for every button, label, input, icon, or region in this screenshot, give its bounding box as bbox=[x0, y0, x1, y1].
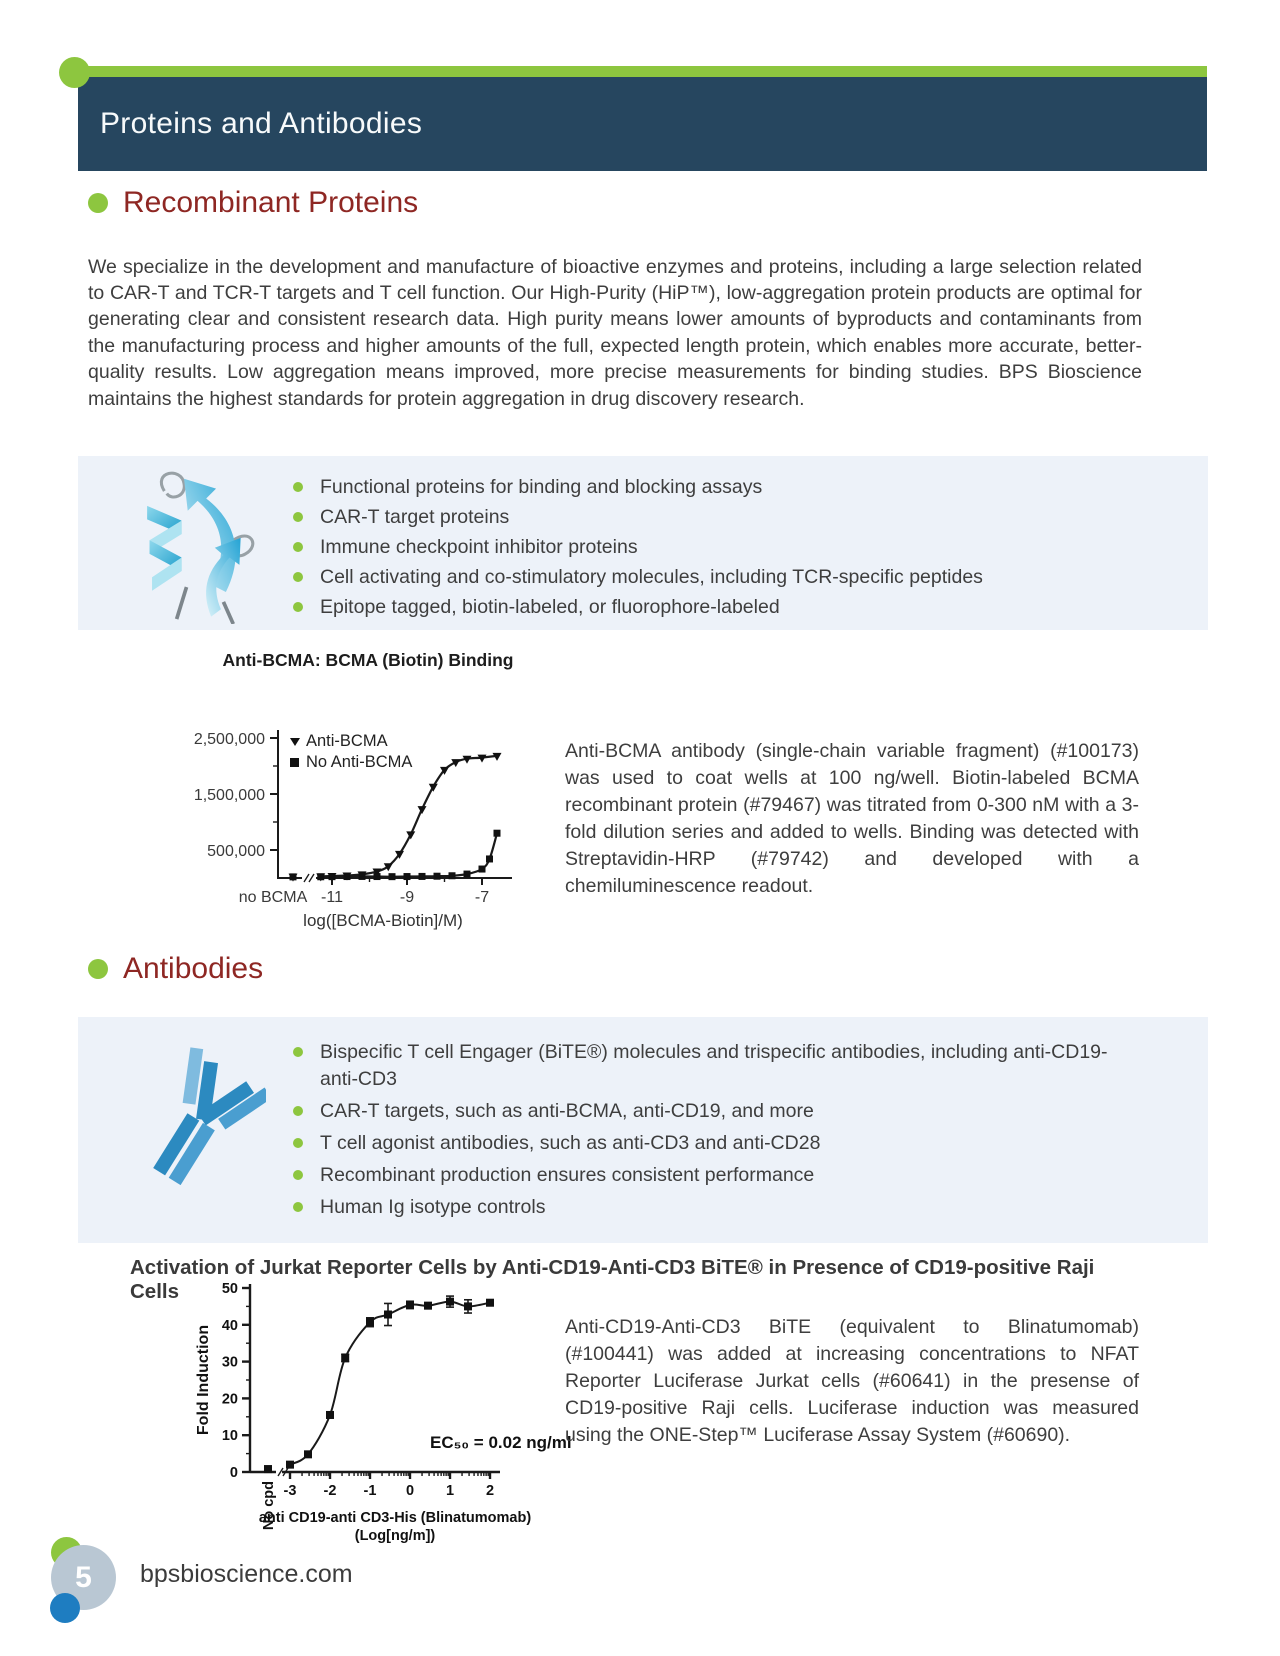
green-bullet-icon bbox=[88, 959, 108, 979]
svg-text:1: 1 bbox=[446, 1483, 454, 1499]
svg-text:2: 2 bbox=[486, 1483, 494, 1499]
svg-text:Anti-BCMA: BCMA (Biotin) Bindi: Anti-BCMA: BCMA (Biotin) Binding bbox=[223, 650, 514, 670]
svg-text:30: 30 bbox=[222, 1355, 238, 1371]
page-number: 5 bbox=[75, 1560, 92, 1594]
svg-text:40: 40 bbox=[222, 1318, 238, 1334]
svg-text:-1: -1 bbox=[364, 1483, 377, 1499]
bullet-dot-icon bbox=[293, 542, 303, 552]
svg-text:0: 0 bbox=[406, 1483, 414, 1499]
list-item: CAR-T target proteins bbox=[293, 504, 983, 531]
bullet-dot-icon bbox=[293, 1202, 303, 1212]
svg-text:500,000: 500,000 bbox=[207, 843, 265, 860]
antibody-icon bbox=[126, 1035, 272, 1230]
antibodies-bullet-list: Bispecific T cell Engager (BiTE®) molecu… bbox=[293, 1039, 1123, 1226]
bullet-dot-icon bbox=[293, 512, 303, 522]
antibodies-highlights-panel: Bispecific T cell Engager (BiTE®) molecu… bbox=[78, 1017, 1208, 1243]
svg-text:20: 20 bbox=[222, 1391, 238, 1407]
section-heading-recombinant-proteins: Recombinant Proteins bbox=[88, 186, 418, 220]
svg-text:50: 50 bbox=[222, 1281, 238, 1297]
svg-text:0: 0 bbox=[230, 1465, 238, 1481]
recombinant-bullet-list: Functional proteins for binding and bloc… bbox=[293, 474, 983, 624]
header-accent-bar bbox=[70, 66, 1207, 77]
jurkat-figure-title: Activation of Jurkat Reporter Cells by A… bbox=[130, 1256, 1095, 1303]
svg-text:log([BCMA-Biotin]/M): log([BCMA-Biotin]/M) bbox=[303, 911, 463, 930]
list-item: CAR-T targets, such as anti-BCMA, anti-C… bbox=[293, 1098, 1123, 1125]
recombinant-intro-paragraph: We specialize in the development and man… bbox=[88, 255, 1142, 410]
section-title: Antibodies bbox=[123, 952, 264, 985]
list-item: T cell agonist antibodies, such as anti-… bbox=[293, 1130, 1123, 1157]
recombinant-highlights-panel: Functional proteins for binding and bloc… bbox=[78, 456, 1208, 630]
svg-text:Anti-BCMA: Anti-BCMA bbox=[306, 732, 388, 750]
list-item: Bispecific T cell Engager (BiTE®) molecu… bbox=[293, 1039, 1123, 1093]
bullet-dot-icon bbox=[293, 602, 303, 612]
bullet-dot-icon bbox=[293, 482, 303, 492]
svg-text:-11: -11 bbox=[321, 889, 343, 906]
page-header: Proteins and Antibodies bbox=[78, 77, 1207, 171]
footer-blue-circle bbox=[50, 1593, 80, 1623]
header-accent-dot bbox=[59, 57, 90, 88]
bcma-figure-caption: Anti-BCMA antibody (single-chain variabl… bbox=[565, 739, 1139, 897]
page-title: Proteins and Antibodies bbox=[100, 107, 423, 140]
svg-text:anti CD19-anti CD3-His (Blinat: anti CD19-anti CD3-His (Blinatumomab) bbox=[259, 1510, 531, 1526]
jurkat-figure-caption: Anti-CD19-Anti-CD3 BiTE (equivalent to B… bbox=[565, 1315, 1139, 1446]
svg-text:-7: -7 bbox=[475, 889, 489, 906]
protein-ribbon-icon bbox=[120, 464, 285, 629]
list-item: Functional proteins for binding and bloc… bbox=[293, 474, 983, 501]
bullet-dot-icon bbox=[293, 1047, 303, 1057]
bullet-dot-icon bbox=[293, 572, 303, 582]
bcma-binding-chart: Anti-BCMA: BCMA (Biotin) Binding 500,000 1… bbox=[194, 650, 514, 930]
bullet-dot-icon bbox=[293, 1106, 303, 1116]
svg-text:No cpd: No cpd bbox=[261, 1481, 277, 1530]
list-item: Recombinant production ensures consisten… bbox=[293, 1162, 1123, 1189]
section-heading-antibodies: Antibodies bbox=[88, 952, 263, 986]
svg-text:no BCMA: no BCMA bbox=[239, 889, 308, 906]
footer-website: bpsbioscience.com bbox=[140, 1560, 353, 1588]
svg-text:-2: -2 bbox=[324, 1483, 337, 1499]
svg-text:Fold Induction: Fold Induction bbox=[195, 1325, 212, 1435]
list-item: Cell activating and co-stimulatory molec… bbox=[293, 564, 983, 591]
bullet-dot-icon bbox=[293, 1170, 303, 1180]
svg-text:(Log[ng/m]): (Log[ng/m]) bbox=[355, 1528, 436, 1544]
svg-text:2,500,000: 2,500,000 bbox=[194, 731, 265, 748]
svg-text:EC₅₀ = 0.02 ng/ml: EC₅₀ = 0.02 ng/ml bbox=[430, 1433, 572, 1452]
list-item: Immune checkpoint inhibitor proteins bbox=[293, 534, 983, 561]
list-item: Epitope tagged, biotin-labeled, or fluor… bbox=[293, 594, 983, 621]
list-item: Human Ig isotype controls bbox=[293, 1194, 1123, 1221]
green-bullet-icon bbox=[88, 193, 108, 213]
svg-text:-3: -3 bbox=[284, 1483, 297, 1499]
svg-text:-9: -9 bbox=[400, 889, 414, 906]
bullet-dot-icon bbox=[293, 1138, 303, 1148]
svg-text:No Anti-BCMA: No Anti-BCMA bbox=[306, 753, 412, 771]
svg-text:1,500,000: 1,500,000 bbox=[194, 787, 265, 804]
section-title: Recombinant Proteins bbox=[123, 186, 419, 219]
jurkat-activation-chart: 0 10 20 30 40 50 Fold Induction -3 -2 -1 0 1 2 No cpd… bbox=[195, 1281, 572, 1544]
svg-text:10: 10 bbox=[222, 1428, 238, 1444]
